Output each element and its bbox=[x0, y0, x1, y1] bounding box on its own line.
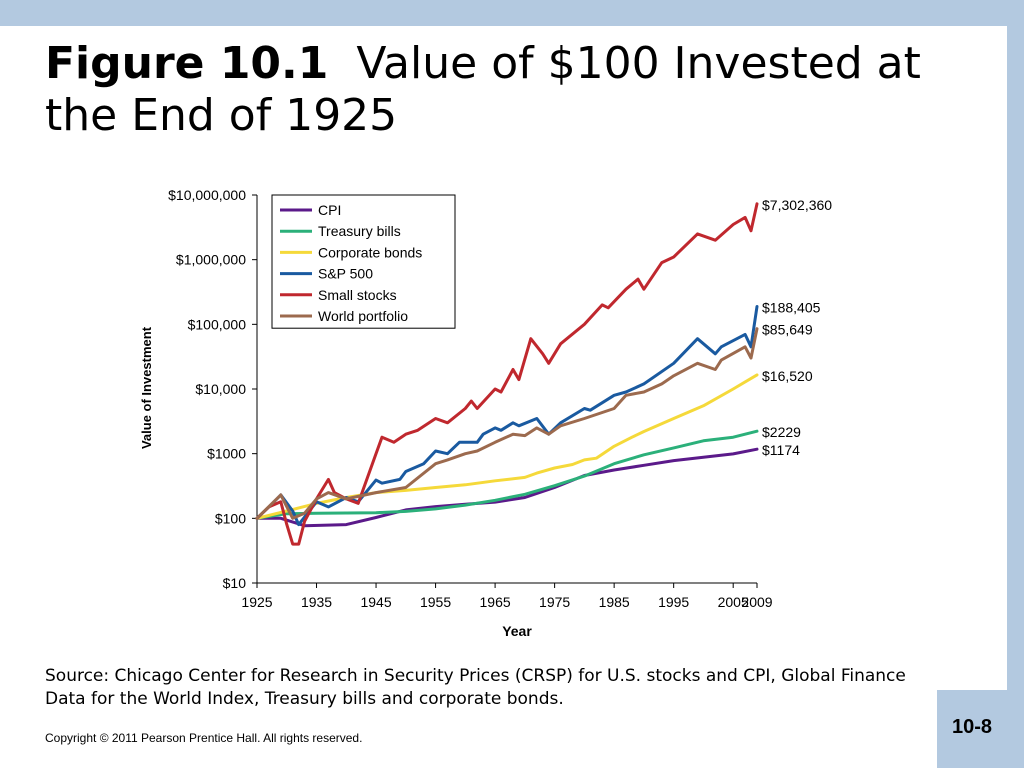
copyright-notice: Copyright © 2011 Pearson Prentice Hall. … bbox=[45, 731, 363, 745]
y-tick-label: $1,000,000 bbox=[176, 252, 246, 268]
series-line-s-p-500 bbox=[255, 305, 759, 527]
y-tick-label: $100 bbox=[215, 510, 246, 526]
x-tick-label: 1925 bbox=[241, 594, 272, 610]
slide-title: Figure 10.1 Value of $100 Invested at th… bbox=[45, 38, 995, 142]
x-tick-label: 2005 bbox=[718, 594, 749, 610]
page-number: 10-8 bbox=[951, 716, 993, 738]
top-accent-bar bbox=[0, 0, 1024, 26]
end-label-treasury-bills: $2229 bbox=[762, 424, 801, 440]
series-line-small-stocks bbox=[255, 202, 759, 546]
end-label-cpi: $1174 bbox=[762, 442, 800, 458]
legend-label: S&P 500 bbox=[318, 266, 373, 282]
y-tick-label: $100,000 bbox=[188, 316, 247, 332]
figure-label: Figure 10.1 bbox=[45, 38, 329, 89]
series-lines bbox=[255, 202, 759, 546]
legend-label: Treasury bills bbox=[318, 223, 401, 239]
series-line-treasury-bills bbox=[255, 429, 759, 520]
x-tick-label: 1935 bbox=[301, 594, 332, 610]
x-axis-label: Year bbox=[502, 623, 532, 639]
investment-chart: $10 $100 $1000 $10,000 $100,000 $1,000,000 $10… bbox=[139, 187, 832, 639]
right-accent-bar bbox=[1007, 0, 1024, 768]
series-line-cpi bbox=[255, 447, 759, 528]
x-tick-label: 2009 bbox=[741, 594, 772, 610]
legend-label: Corporate bonds bbox=[318, 244, 422, 260]
legend-label: World portfolio bbox=[318, 308, 408, 324]
x-tick-label: 1975 bbox=[539, 594, 570, 610]
series-line-world-portfolio bbox=[255, 327, 759, 520]
legend-box bbox=[271, 194, 456, 329]
legend-label: CPI bbox=[318, 202, 341, 218]
legend: CPI Treasury bills Corporate bonds S&P 500 S… bbox=[271, 194, 456, 329]
x-tick-label: 1945 bbox=[360, 594, 391, 610]
x-tick-label: 1965 bbox=[480, 594, 511, 610]
page-number-box bbox=[937, 690, 1007, 768]
end-label-s-p-500: $188,405 bbox=[762, 300, 821, 316]
x-tick-label: 1985 bbox=[599, 594, 630, 610]
end-label-small-stocks: $7,302,360 bbox=[762, 197, 832, 213]
end-label-world-portfolio: $85,649 bbox=[762, 322, 813, 338]
y-tick-label: $1000 bbox=[207, 446, 246, 462]
y-tick-label: $10,000 bbox=[195, 381, 246, 397]
end-label-corporate-bonds: $16,520 bbox=[762, 368, 813, 384]
y-tick-label: $10,000,000 bbox=[168, 187, 246, 203]
source-note: Source: Chicago Center for Research in S… bbox=[45, 666, 906, 709]
x-tick-label: 1995 bbox=[658, 594, 689, 610]
x-tick-label: 1955 bbox=[420, 594, 451, 610]
y-axis-ticks: $10 $100 $1000 $10,000 $100,000 $1,000,000 $10… bbox=[168, 187, 257, 591]
y-tick-label: $10 bbox=[223, 575, 247, 591]
figure-title: Value of $100 Invested at the End of 192… bbox=[45, 38, 921, 141]
legend-label: Small stocks bbox=[318, 287, 397, 303]
y-axis-label: Value of Investment bbox=[139, 326, 154, 449]
series-end-labels: $1174 $2229 $16,520 $188,405 $7,302,360 $85,6… bbox=[762, 197, 832, 458]
